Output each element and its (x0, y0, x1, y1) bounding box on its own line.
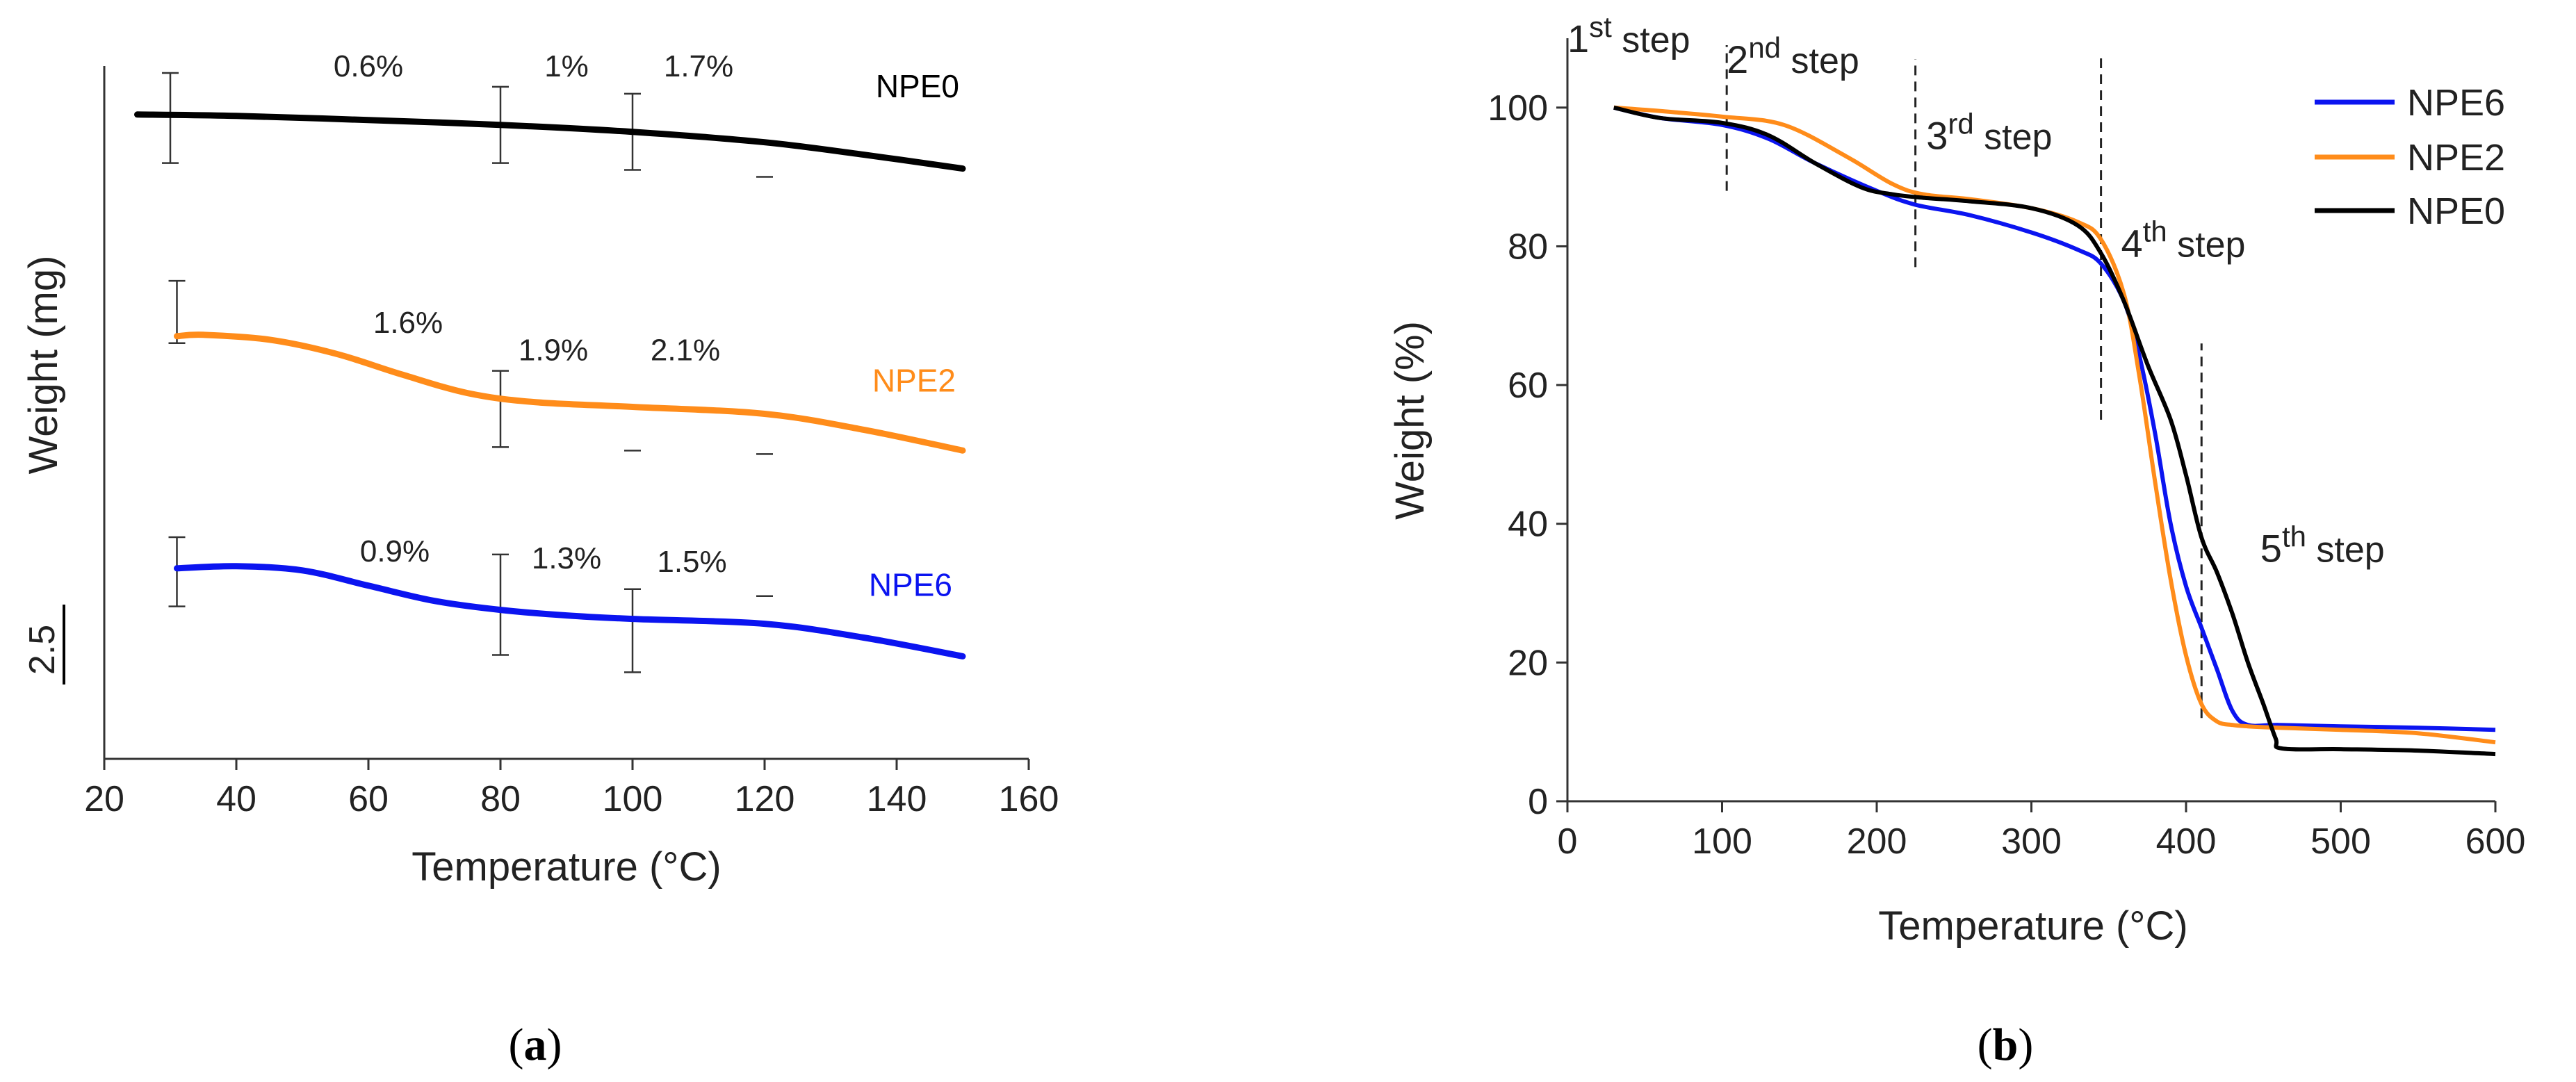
panel-a-x-tick-label: 20 (84, 779, 124, 819)
panel-b-y-tick-label: 40 (1508, 505, 1548, 545)
panel-b-caption: (b) (1978, 1019, 2034, 1070)
panel-a-y-axis-title: Weight (mg) (21, 256, 66, 475)
panel-a-chart: 20 40 60 80 100 120 140 160 NPE0 NPE2 NPE6 0.6% 1%… (21, 49, 1059, 890)
panel-b-y-tick-label: 0 (1528, 782, 1548, 822)
panel-a-series-label-npe6: NPE6 (869, 567, 952, 603)
panel-b-x-tick-label: 600 (2465, 821, 2526, 862)
panel-b-x-tick-label: 0 (1558, 821, 1578, 862)
panel-a-x-tick-label: 60 (348, 779, 389, 819)
panel-b-x-tick-label: 100 (1692, 821, 1752, 862)
panel-a-percent-annotation: 1.6% (373, 306, 443, 340)
panel-b-series-npe0 (1613, 105, 2496, 757)
panel-a-series-label-npe2: NPE2 (872, 363, 956, 399)
panel-a-x-tick-label: 140 (867, 779, 927, 819)
panel-b-step-label: 2nd step (1727, 31, 1859, 81)
panel-a-x-tick-label: 120 (735, 779, 795, 819)
panel-a-series-label-npe0: NPE0 (876, 68, 959, 104)
legend-label-npe0: NPE0 (2407, 190, 2505, 232)
panel-a-x-axis-title: Temperature (°C) (411, 844, 721, 890)
panel-a-percent-annotation: 0.6% (334, 49, 403, 83)
panel-a-x-tick-label: 40 (216, 779, 256, 819)
panel-a-scale-bar-label: 2.5 (22, 625, 63, 675)
panel-b-y-tick-label: 60 (1508, 366, 1548, 406)
panel-b-legend: NPE6 NPE2 NPE0 (2315, 82, 2505, 232)
panel-a-series-npe6 (174, 563, 966, 659)
panel-b-step-label: 1st step (1567, 10, 1690, 60)
panel-b-chart: 0 100 200 300 400 500 600 0 20 40 60 80 100 1st ste… (1387, 10, 2525, 949)
panel-b-step-label: 5th step (2260, 520, 2385, 571)
panel-a-percent-annotation: 1% (544, 49, 589, 83)
panel-b-y-tick-label: 100 (1487, 88, 1548, 129)
panel-b-x-axis-title: Temperature (°C) (1878, 903, 2187, 949)
panel-a-x-tick-label: 100 (603, 779, 663, 819)
panel-a-percent-annotation: 1.5% (657, 545, 726, 579)
panel-a-percent-annotation: 1.3% (532, 541, 601, 575)
panel-b-step-label: 3rd step (1926, 108, 2052, 158)
legend-label-npe6: NPE6 (2407, 82, 2505, 124)
legend-label-npe2: NPE2 (2407, 137, 2505, 179)
panel-a-x-tick-label: 80 (480, 779, 521, 819)
panel-b-x-tick-label: 200 (1847, 821, 1907, 862)
panel-b-y-tick-label: 80 (1508, 227, 1548, 267)
panel-a-series-npe0 (134, 111, 966, 172)
panel-b-series-npe2 (1613, 105, 2496, 745)
panel-b-series-npe6 (1613, 105, 2496, 732)
panel-b-y-axis-title: Weight (%) (1387, 321, 1433, 520)
panel-a-percent-annotation: 1.9% (519, 334, 588, 368)
panel-a-series-npe2 (174, 331, 966, 454)
panel-a-percent-annotation: 2.1% (651, 334, 720, 368)
panel-b-y-tick-label: 20 (1508, 643, 1548, 683)
panel-b-step-label: 4th step (2121, 215, 2246, 265)
panel-a-x-tick-label: 160 (999, 779, 1059, 819)
panel-b-x-tick-label: 300 (2001, 821, 2062, 862)
panel-a-percent-annotation: 0.9% (360, 534, 430, 568)
panel-b-x-tick-label: 400 (2156, 821, 2217, 862)
panel-a-percent-annotation: 1.7% (664, 49, 733, 83)
panel-b-x-tick-label: 500 (2310, 821, 2371, 862)
panel-a-caption: (a) (509, 1019, 562, 1070)
